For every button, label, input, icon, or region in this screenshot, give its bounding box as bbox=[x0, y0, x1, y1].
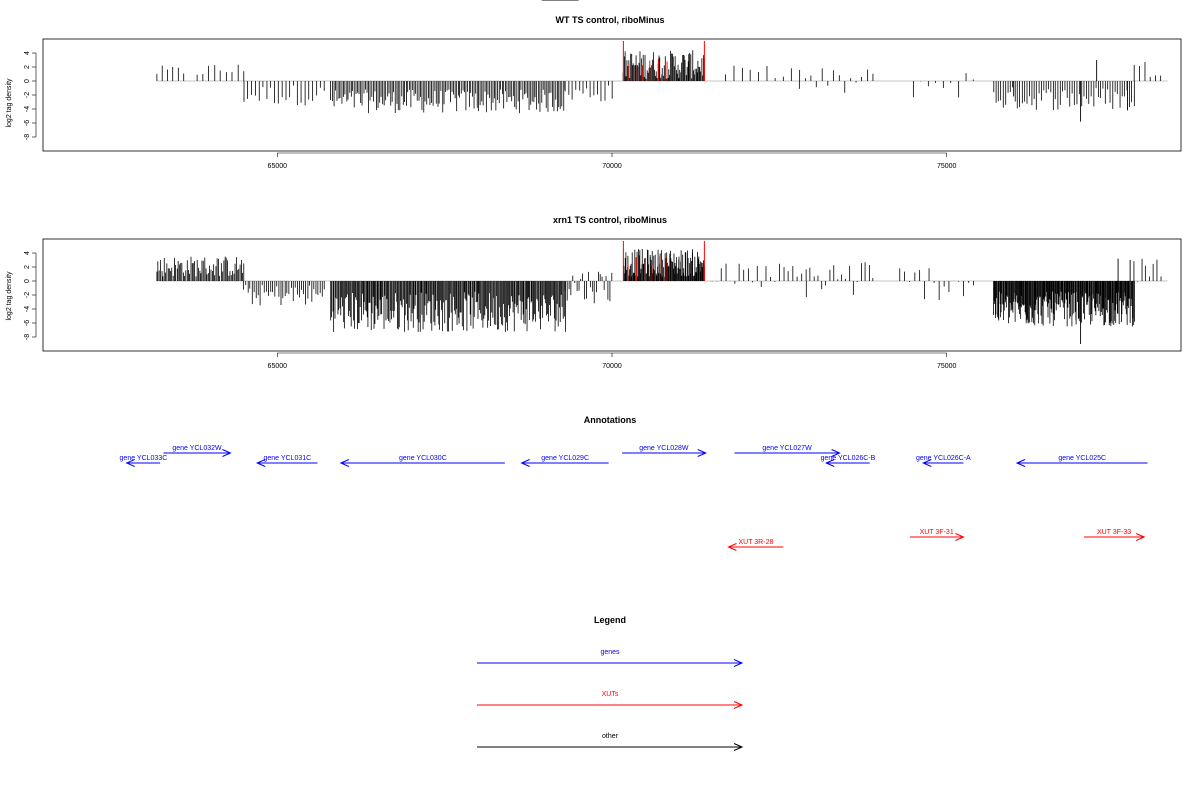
legend-label: genes bbox=[600, 649, 620, 656]
gene-feature: gene YCL032W bbox=[163, 445, 232, 457]
xut-feature: XUT 3R-28 bbox=[727, 539, 784, 551]
xut-arrowhead bbox=[955, 533, 965, 541]
gene-arrowhead bbox=[697, 449, 707, 457]
wt-y-ticks: 4 2 0 -2 -4 -6 -8 bbox=[24, 51, 37, 140]
legend-arrowhead bbox=[733, 659, 744, 667]
gene-label: gene YCL031C bbox=[263, 455, 311, 462]
gene-feature: gene YCL028W bbox=[622, 445, 707, 457]
legend-label: XUTs bbox=[602, 691, 619, 698]
legend-arrowhead bbox=[733, 743, 744, 751]
xut-feature: XUT 3F-31 bbox=[909, 529, 965, 541]
wt-y-tick-label: -2 bbox=[24, 92, 31, 98]
xut-arrowhead bbox=[1135, 533, 1146, 541]
gene-label: gene YCL030C bbox=[399, 455, 447, 462]
wt-x-ticks: 65000 70000 75000 bbox=[268, 152, 957, 170]
gene-arrowhead bbox=[339, 459, 350, 467]
wt-y-tick-label: 4 bbox=[24, 51, 31, 55]
gene-arrowhead bbox=[1015, 459, 1026, 467]
wt-x-tick-label: 75000 bbox=[937, 163, 957, 170]
xrn1-y-ticks: 4 2 0 -2 -4 -6 -8 bbox=[24, 251, 37, 340]
xut-arrowhead bbox=[727, 543, 737, 551]
xrn1-y-tick-label: -8 bbox=[24, 334, 31, 340]
xrn1-y-tick-label: 0 bbox=[24, 279, 31, 283]
xrn1-x-tick-label: 65000 bbox=[268, 363, 288, 370]
legend: Legend genes XUTs other bbox=[477, 615, 744, 751]
wt-x-tick-label: 70000 bbox=[602, 163, 622, 170]
wt-y-tick-label: -8 bbox=[24, 134, 31, 140]
gene-arrowhead bbox=[255, 459, 266, 467]
other-label: CUT CUT041 bbox=[539, 0, 581, 2]
legend-item-xuts: XUTs bbox=[477, 691, 744, 709]
gene-arrowhead bbox=[831, 449, 841, 457]
xrn1-plot-frame bbox=[42, 238, 1182, 352]
wt-y-tick-label: 0 bbox=[24, 79, 31, 83]
xrn1-y-tick-label: 2 bbox=[24, 265, 31, 269]
wt-coverage-panel: WT TS control, riboMinus log2 tag densit… bbox=[6, 15, 1182, 170]
wt-plot-frame bbox=[42, 38, 1182, 152]
gene-arrowhead bbox=[824, 459, 835, 467]
annotations-title: Annotations bbox=[584, 415, 637, 425]
legend-item-genes: genes bbox=[477, 649, 744, 667]
xrn1-y-tick-label: -4 bbox=[24, 306, 31, 312]
xrn1-y-tick-label: -6 bbox=[24, 320, 31, 326]
gene-label: gene YCL027W bbox=[762, 445, 812, 452]
wt-x-tick-label: 65000 bbox=[268, 163, 288, 170]
legend-label: other bbox=[602, 733, 619, 740]
gene-arrowhead bbox=[125, 459, 135, 467]
xrn1-panel-title: xrn1 TS control, riboMinus bbox=[553, 215, 667, 225]
xut-label: XUT 3F-33 bbox=[1097, 529, 1131, 536]
gene-feature: gene YCL031C bbox=[255, 455, 318, 467]
gene-feature: gene YCL033C bbox=[120, 455, 168, 467]
wt-y-tick-label: -6 bbox=[24, 120, 31, 126]
xut-label: XUT 3F-31 bbox=[920, 529, 954, 536]
wt-y-axis-label: log2 tag density bbox=[6, 78, 13, 128]
gene-label: gene YCL025C bbox=[1058, 455, 1106, 462]
xrn1-x-tick-label: 75000 bbox=[937, 363, 957, 370]
gene-label: gene YCL026C-A bbox=[916, 455, 971, 462]
gene-feature: gene YCL030C bbox=[339, 455, 505, 467]
xrn1-x-ticks: 65000 70000 75000 bbox=[268, 352, 957, 370]
gene-label: gene YCL033C bbox=[120, 455, 168, 462]
annotation-features: gene YCL033C gene YCL032W gene YCL031C gene… bbox=[120, 0, 1148, 551]
gene-arrowhead bbox=[222, 449, 232, 457]
wt-panel-title: WT TS control, riboMinus bbox=[556, 15, 665, 25]
xut-feature: XUT 3F-33 bbox=[1083, 529, 1146, 541]
wt-bars bbox=[156, 41, 1168, 122]
wt-y-tick-label: -4 bbox=[24, 106, 31, 112]
gene-feature: gene YCL029C bbox=[520, 455, 609, 467]
legend-item-other: other bbox=[477, 733, 744, 751]
gene-arrowhead bbox=[922, 459, 932, 467]
gene-arrowhead bbox=[520, 459, 530, 467]
gene-feature: gene YCL027W bbox=[734, 445, 841, 457]
legend-arrowhead bbox=[733, 701, 744, 709]
xrn1-x-tick-label: 70000 bbox=[602, 363, 622, 370]
xrn1-y-axis-label: log2 tag density bbox=[6, 271, 13, 321]
legend-items: genes XUTs other bbox=[477, 649, 744, 751]
xrn1-y-tick-label: -2 bbox=[24, 292, 31, 298]
gene-feature: gene YCL026C-B bbox=[821, 455, 876, 467]
legend-title: Legend bbox=[594, 615, 626, 625]
xut-label: XUT 3R-28 bbox=[738, 539, 773, 546]
gene-label: gene YCL026C-B bbox=[821, 455, 876, 462]
gene-label: gene YCL029C bbox=[541, 455, 589, 462]
xrn1-y-tick-label: 4 bbox=[24, 251, 31, 255]
gene-label: gene YCL032W bbox=[172, 445, 222, 452]
xrn1-bars bbox=[156, 241, 1168, 344]
gene-feature: gene YCL026C-A bbox=[916, 455, 971, 467]
gene-feature: gene YCL025C bbox=[1015, 455, 1148, 467]
other-feature: CUT CUT041 bbox=[539, 0, 581, 2]
gene-label: gene YCL028W bbox=[639, 445, 689, 452]
xrn1-coverage-panel: xrn1 TS control, riboMinus log2 tag dens… bbox=[6, 215, 1182, 370]
wt-y-tick-label: 2 bbox=[24, 65, 31, 69]
